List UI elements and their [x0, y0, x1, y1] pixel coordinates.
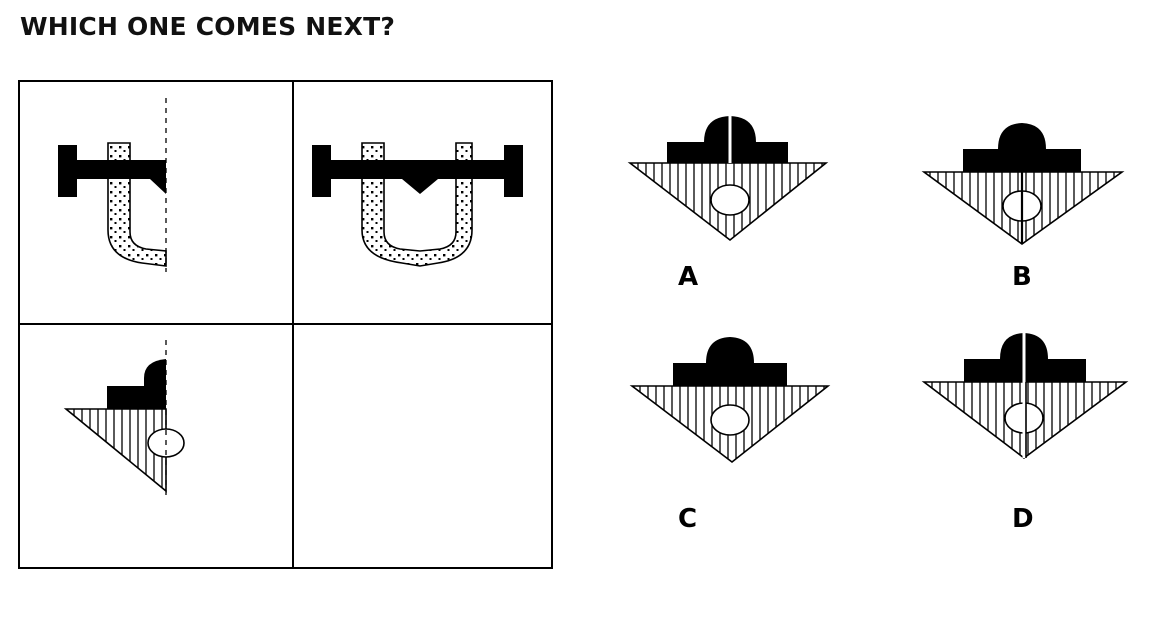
option-b-label[interactable]: B — [1012, 262, 1032, 292]
option-d-label[interactable]: D — [1012, 504, 1034, 534]
grid-frame — [18, 80, 553, 569]
empty-answer-cell — [294, 325, 551, 567]
option-b-figure[interactable] — [912, 112, 1132, 252]
cell-top-left-half-u-figure — [58, 98, 167, 272]
option-c-figure[interactable] — [622, 330, 842, 470]
option-d-figure[interactable] — [914, 326, 1134, 466]
option-c-label[interactable]: C — [678, 504, 698, 534]
option-a-figure[interactable] — [620, 110, 840, 250]
question-title: WHICH ONE COMES NEXT? — [20, 12, 396, 41]
cell-bottom-left-half-triangle-figure — [63, 340, 185, 500]
cell-top-right-full-u-figure — [312, 142, 523, 267]
option-a-label[interactable]: A — [678, 262, 699, 292]
